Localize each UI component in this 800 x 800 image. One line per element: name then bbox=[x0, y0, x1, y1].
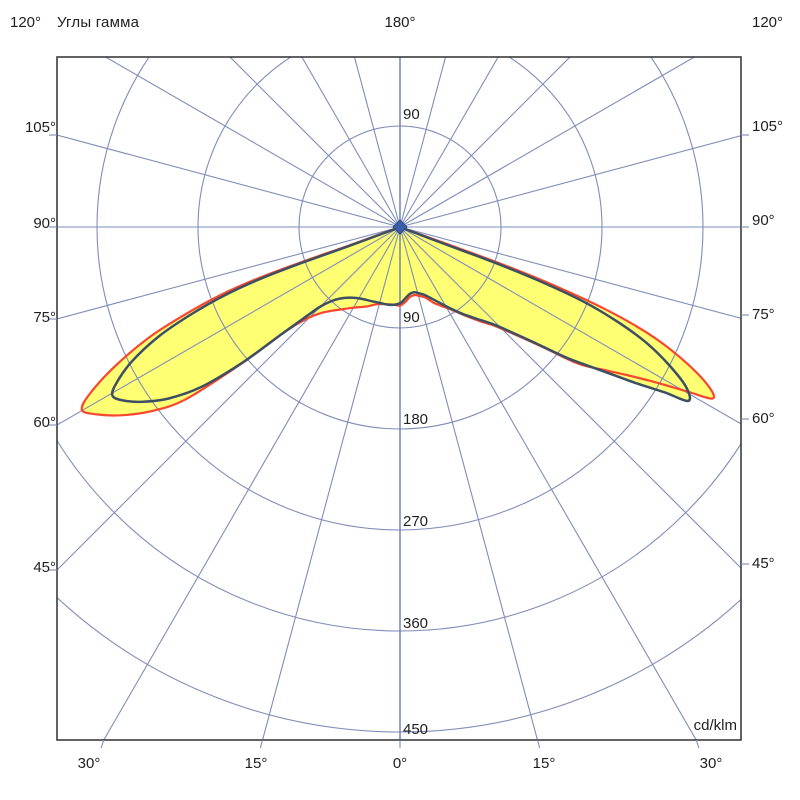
gamma-label-top-left: 120° bbox=[10, 14, 42, 31]
pole-marker bbox=[392, 219, 408, 235]
radial-label-90: 90 bbox=[403, 309, 420, 326]
frame-tick-13 bbox=[536, 739, 541, 749]
gamma-ray-45 bbox=[399, 226, 741, 569]
gamma-label-top-center: 180° bbox=[384, 14, 416, 31]
gamma-ray-75 bbox=[399, 226, 741, 319]
frame-tick-10 bbox=[100, 739, 105, 749]
gamma-label-left-105: 105° bbox=[24, 119, 56, 136]
radial-label-270: 270 bbox=[403, 513, 429, 530]
chart-title: Углы гамма bbox=[57, 14, 140, 31]
gamma-ray-300 bbox=[57, 226, 401, 426]
gamma-ray-255 bbox=[57, 134, 401, 228]
gamma-label-bottom-30l: 30° bbox=[77, 755, 101, 772]
gamma-ray-345 bbox=[261, 226, 401, 740]
gamma-label-left-45: 45° bbox=[33, 559, 56, 576]
gamma-label-bottom-15r: 15° bbox=[532, 755, 556, 772]
gamma-ray-120 bbox=[399, 57, 696, 228]
gamma-ray-285 bbox=[57, 226, 401, 320]
gamma-label-right-105: 105° bbox=[752, 118, 784, 135]
gamma-ray-240 bbox=[104, 57, 401, 228]
radial-label-180: 180 bbox=[403, 411, 429, 428]
gamma-label-left-90: 90° bbox=[33, 215, 56, 232]
frame-tick-14 bbox=[695, 739, 700, 749]
gamma-label-bottom-30r: 30° bbox=[699, 755, 723, 772]
gamma-label-top-right: 120° bbox=[752, 14, 784, 31]
gamma-ray-60 bbox=[399, 226, 741, 425]
gamma-ray-210 bbox=[301, 57, 401, 228]
gamma-ray-105 bbox=[399, 135, 741, 228]
gamma-ray-15 bbox=[399, 226, 539, 740]
gamma-label-bottom-15l: 15° bbox=[244, 755, 268, 772]
radial-label-450: 450 bbox=[403, 721, 429, 738]
gamma-label-left-60: 60° bbox=[33, 414, 56, 431]
gamma-ray-30 bbox=[399, 226, 697, 740]
gamma-ray-150 bbox=[399, 57, 499, 228]
gamma-label-right-75: 75° bbox=[752, 306, 775, 323]
gamma-ray-195 bbox=[353, 57, 401, 228]
gamma-label-left-75: 75° bbox=[33, 309, 56, 326]
gamma-label-right-90: 90° bbox=[752, 212, 775, 229]
outer-curve-red bbox=[80, 225, 716, 417]
frame-tick-11 bbox=[259, 739, 264, 749]
unit-label: cd/klm bbox=[693, 717, 737, 734]
radial-label-360: 360 bbox=[403, 615, 429, 632]
radial-label-90-upper: 90 bbox=[403, 106, 420, 123]
gamma-label-right-45: 45° bbox=[752, 555, 775, 572]
plot-frame bbox=[56, 56, 742, 741]
gamma-ray-135 bbox=[399, 57, 571, 228]
gamma-label-right-60: 60° bbox=[752, 410, 775, 427]
gamma-ray-330 bbox=[103, 226, 401, 740]
inner-curve-navy-fill bbox=[112, 227, 690, 402]
inner-curve-navy bbox=[110, 225, 692, 404]
gamma-label-bottom-0: 0° bbox=[392, 755, 408, 772]
gamma-ray-165 bbox=[399, 57, 447, 228]
gamma-ray-225 bbox=[229, 57, 401, 228]
